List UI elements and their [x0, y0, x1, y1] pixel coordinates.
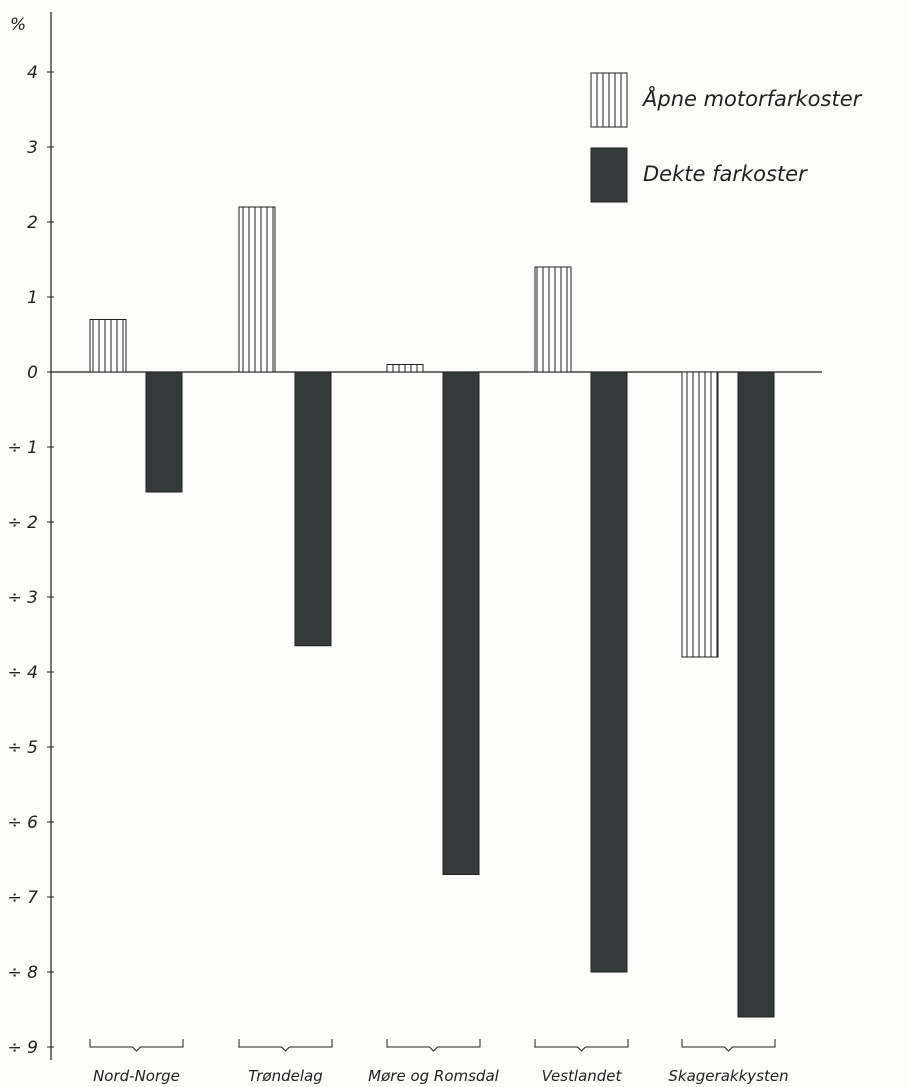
y-tick-label: 0	[27, 363, 38, 383]
legend-swatch	[590, 72, 628, 128]
y-unit-label: %	[10, 15, 26, 35]
y-tick-label: 3	[27, 138, 38, 158]
y-tick-label: 2	[27, 213, 38, 233]
legend-label: Åpne motorfarkoster	[641, 85, 863, 111]
category-bracket	[89, 1039, 184, 1052]
y-tick-label: ÷ 9	[8, 1038, 38, 1058]
bar-open-motor-2	[386, 364, 424, 373]
bar-decked-1	[294, 371, 332, 647]
bar-open-motor-4	[681, 371, 719, 658]
bar-open-motor-0	[89, 319, 127, 373]
category-bracket	[534, 1039, 629, 1052]
bar-decked-4	[737, 371, 775, 1018]
y-tick-label: ÷ 1	[8, 438, 38, 458]
bar-decked-2	[442, 371, 480, 875]
category-labels: Nord-Norge Trøndelag Møre og Romsdal Vestla…	[89, 1039, 789, 1085]
category-bracket	[386, 1039, 481, 1052]
category-bracket	[681, 1039, 776, 1052]
y-tick-label: ÷ 2	[8, 513, 38, 533]
category-label: Nord-Norge	[93, 1067, 180, 1085]
bar-open-motor-1	[238, 206, 276, 373]
y-tick-label: 4	[27, 63, 38, 83]
legend-label: Dekte farkoster	[643, 162, 808, 186]
y-tick-label: ÷ 8	[8, 963, 39, 983]
y-tick-label: ÷ 5	[8, 738, 38, 758]
y-tick-label: 1	[27, 288, 38, 308]
category-label: Møre og Romsdal	[368, 1067, 499, 1085]
category-label: Vestlandet	[542, 1067, 623, 1085]
y-tick-label: ÷ 6	[8, 813, 39, 833]
category-bracket	[238, 1039, 333, 1052]
category-label: Trøndelag	[248, 1067, 322, 1085]
bar-open-motor-3	[534, 266, 572, 373]
y-tick-label: ÷ 7	[8, 888, 39, 908]
legend-swatch	[590, 147, 628, 203]
category-label: Skagerakkysten	[668, 1067, 788, 1085]
y-tick-label: ÷ 4	[8, 663, 38, 683]
y-tick-label: ÷ 3	[8, 588, 38, 608]
bar-decked-3	[590, 371, 628, 973]
bar-decked-0	[145, 371, 183, 493]
bars	[89, 206, 775, 1018]
legend: Åpne motorfarkoster Dekte farkoster	[590, 72, 863, 203]
